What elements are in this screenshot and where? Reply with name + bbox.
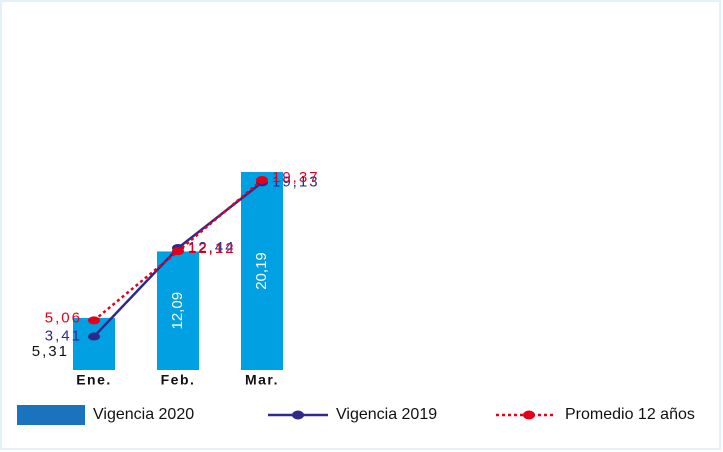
bar [241, 172, 283, 370]
x-tick-label: Feb. [161, 372, 196, 388]
line-value-label: 19,13 [272, 173, 320, 190]
marker [88, 316, 100, 325]
line-value-label: 19,37 [272, 169, 320, 186]
legend-marker [292, 410, 304, 420]
x-tick-label: Mar. [245, 372, 279, 388]
legend-label: Vigencia 2019 [336, 406, 437, 423]
bar-value-label: 12,09 [169, 292, 186, 330]
legend-marker [523, 410, 535, 420]
line-value-label: 5,06 [45, 309, 82, 326]
line-value-label: 3,41 [45, 328, 82, 345]
bar [73, 317, 115, 370]
marker [172, 247, 184, 256]
bar-value-label: 20,19 [253, 252, 270, 290]
bar [157, 251, 199, 370]
legend-label: Promedio 12 años [565, 406, 695, 423]
line-value-label: 12,12 [188, 240, 236, 257]
line-value-label: 12,44 [188, 239, 236, 256]
legend-swatch [17, 405, 85, 425]
legend-label: Vigencia 2020 [93, 406, 194, 423]
bar-value-label: 5,31 [32, 343, 69, 360]
marker [256, 176, 268, 185]
marker [88, 332, 100, 341]
x-tick-label: Ene. [76, 372, 112, 388]
